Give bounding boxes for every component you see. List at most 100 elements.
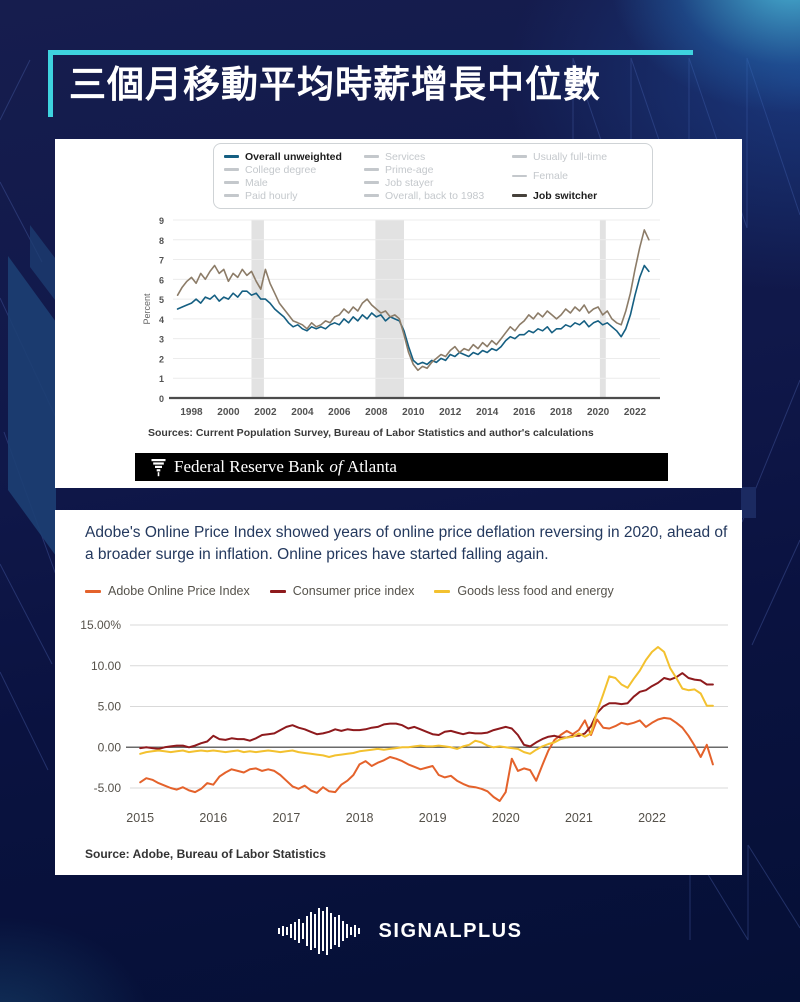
chart2-caption: Adobe's Online Price Index showed years … <box>85 524 728 563</box>
svg-text:2020: 2020 <box>492 811 520 825</box>
legend-item: Job switcher <box>512 189 642 202</box>
brand-footer: SIGNALPLUS <box>0 896 800 966</box>
legend-item: Prime-age <box>364 163 512 176</box>
legend-label: Male <box>245 176 268 189</box>
svg-text:2022: 2022 <box>624 407 647 418</box>
svg-text:4: 4 <box>159 315 164 325</box>
svg-text:10.00: 10.00 <box>91 659 121 673</box>
adobe-price-chart: 15.00% 10.00 5.00 0.00 -5.00 2015 2016 2017 2018… <box>80 618 728 825</box>
legend-swatch <box>224 194 239 197</box>
svg-text:2018: 2018 <box>550 407 573 418</box>
brand-name: SIGNALPLUS <box>378 919 523 942</box>
adobe-price-card: Adobe's Online Price Index showed years … <box>55 510 742 875</box>
svg-text:15.00%: 15.00% <box>80 618 121 632</box>
legend-column: Usually full-time Female Job switcher <box>512 150 642 202</box>
page-title: 三個月移動平均時薪增長中位數 <box>69 64 601 105</box>
legend-item: Usually full-time <box>512 150 642 163</box>
svg-text:2016: 2016 <box>513 407 536 418</box>
legend-swatch <box>364 181 379 184</box>
legend-item: Paid hourly <box>224 189 364 202</box>
svg-text:0.00: 0.00 <box>98 740 122 754</box>
fed-banner-text: Federal Reserve Bank of Atlanta <box>174 457 397 477</box>
legend-column: Services Prime-age Job stayer Overall, back… <box>364 150 512 202</box>
legend-label: Goods less food and energy <box>457 584 614 598</box>
svg-text:2020: 2020 <box>587 407 610 418</box>
legend-swatch <box>364 168 379 171</box>
legend-swatch <box>434 589 451 593</box>
svg-text:2016: 2016 <box>199 811 227 825</box>
svg-text:1: 1 <box>159 374 164 384</box>
legend-label: Adobe Online Price Index <box>108 584 250 598</box>
legend-swatch <box>269 589 286 593</box>
legend-swatch <box>85 589 101 593</box>
svg-text:2010: 2010 <box>402 407 425 418</box>
legend-label: Job stayer <box>385 176 434 189</box>
fed-logo-icon <box>151 458 166 476</box>
svg-text:2002: 2002 <box>254 407 277 418</box>
legend-label: Female <box>533 170 569 182</box>
wage-growth-card: Overall unweighted College degree Male Paid… <box>55 139 742 488</box>
svg-text:2012: 2012 <box>439 407 462 418</box>
svg-text:2017: 2017 <box>272 811 300 825</box>
legend-label: Prime-age <box>385 163 434 176</box>
fed-banner-prefix: Federal Reserve Bank <box>174 457 325 476</box>
legend-label: Paid hourly <box>245 189 298 202</box>
svg-text:2006: 2006 <box>328 407 351 418</box>
legend-swatch <box>224 181 239 184</box>
legend-item: Overall unweighted <box>224 150 364 163</box>
svg-text:2018: 2018 <box>346 811 374 825</box>
svg-text:5.00: 5.00 <box>98 700 122 714</box>
chart1-sources: Sources: Current Population Survey, Bure… <box>148 427 594 439</box>
legend-label: Services <box>385 150 426 163</box>
legend-item: College degree <box>224 163 364 176</box>
legend-label: Job switcher <box>533 189 598 202</box>
svg-text:6: 6 <box>159 275 164 285</box>
fed-banner: Federal Reserve Bank of Atlanta <box>135 453 668 481</box>
svg-text:1998: 1998 <box>180 407 203 418</box>
legend-label: Overall, back to 1983 <box>385 189 485 202</box>
adobe-chart-legend: Adobe Online Price Index Consumer price i… <box>85 584 614 598</box>
svg-text:Percent: Percent <box>142 293 152 325</box>
legend-swatch <box>364 155 379 158</box>
legend-label: Overall unweighted <box>245 150 342 163</box>
legend-item: Consumer price index <box>269 584 415 598</box>
legend-item: Adobe Online Price Index <box>85 584 250 598</box>
legend-swatch <box>512 155 527 158</box>
svg-text:2014: 2014 <box>476 407 499 418</box>
fed-banner-of: of <box>329 457 343 476</box>
legend-item: Services <box>364 150 512 163</box>
svg-text:2008: 2008 <box>365 407 388 418</box>
soundwave-icon <box>277 907 360 955</box>
svg-text:5: 5 <box>159 295 164 305</box>
fed-banner-suffix: Atlanta <box>346 457 397 476</box>
legend-label: Usually full-time <box>533 150 608 163</box>
svg-text:2004: 2004 <box>291 407 314 418</box>
legend-swatch <box>364 194 379 197</box>
legend-item: Job stayer <box>364 176 512 189</box>
svg-text:8: 8 <box>159 236 164 246</box>
svg-text:2022: 2022 <box>638 811 666 825</box>
legend-column: Overall unweighted College degree Male Paid… <box>224 150 364 202</box>
wage-growth-chart: 0 1 2 3 4 5 6 7 8 9 1998 2000 2002 2004 2006 2008 2010 20… <box>142 216 660 418</box>
legend-item: Female <box>512 170 642 183</box>
legend-swatch <box>512 174 527 178</box>
legend-swatch <box>224 155 239 158</box>
svg-text:9: 9 <box>159 216 164 226</box>
svg-text:0: 0 <box>159 394 164 404</box>
legend-swatch <box>512 194 527 197</box>
legend-item: Goods less food and energy <box>434 584 614 598</box>
legend-label: College degree <box>245 163 317 176</box>
svg-text:3: 3 <box>159 335 164 345</box>
chart2-source: Source: Adobe, Bureau of Labor Statistic… <box>85 847 326 861</box>
legend-item: Male <box>224 176 364 189</box>
svg-text:2015: 2015 <box>126 811 154 825</box>
legend-item: Overall, back to 1983 <box>364 189 512 202</box>
page-header: 三個月移動平均時薪增長中位數 <box>48 50 693 117</box>
legend-label: Consumer price index <box>292 584 415 598</box>
svg-text:-5.00: -5.00 <box>94 781 122 795</box>
svg-text:2: 2 <box>159 354 164 364</box>
svg-text:2021: 2021 <box>565 811 593 825</box>
svg-text:2019: 2019 <box>419 811 447 825</box>
wage-chart-legend: Overall unweighted College degree Male Paid… <box>213 143 653 209</box>
